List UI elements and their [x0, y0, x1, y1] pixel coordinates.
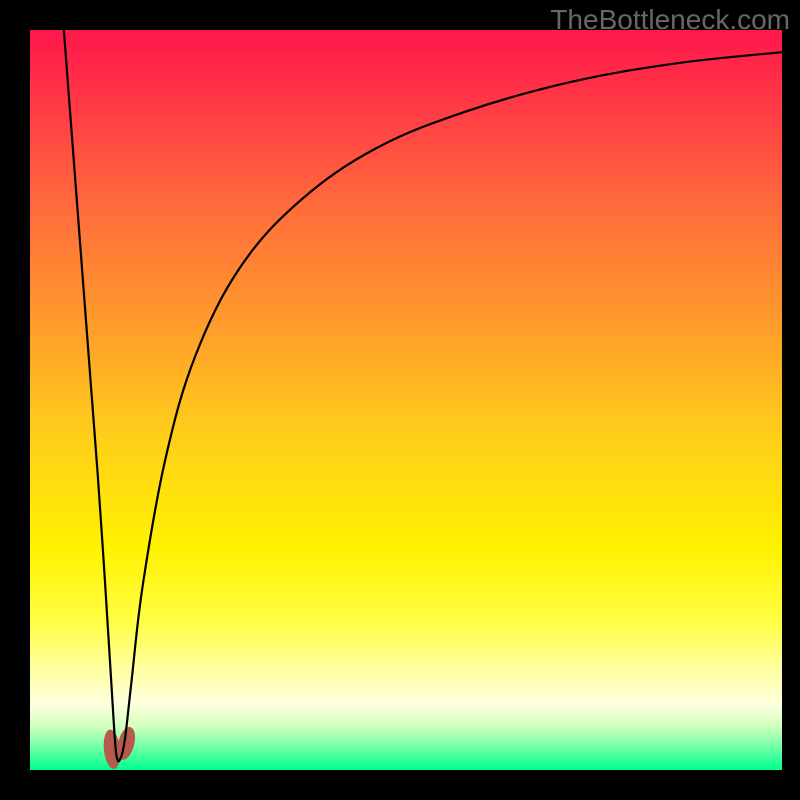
watermark-text: TheBottleneck.com — [550, 4, 790, 36]
gradient-background — [30, 30, 782, 770]
chart-svg — [30, 30, 782, 770]
figure-root: TheBottleneck.com — [0, 0, 800, 800]
plot-area — [30, 30, 782, 770]
